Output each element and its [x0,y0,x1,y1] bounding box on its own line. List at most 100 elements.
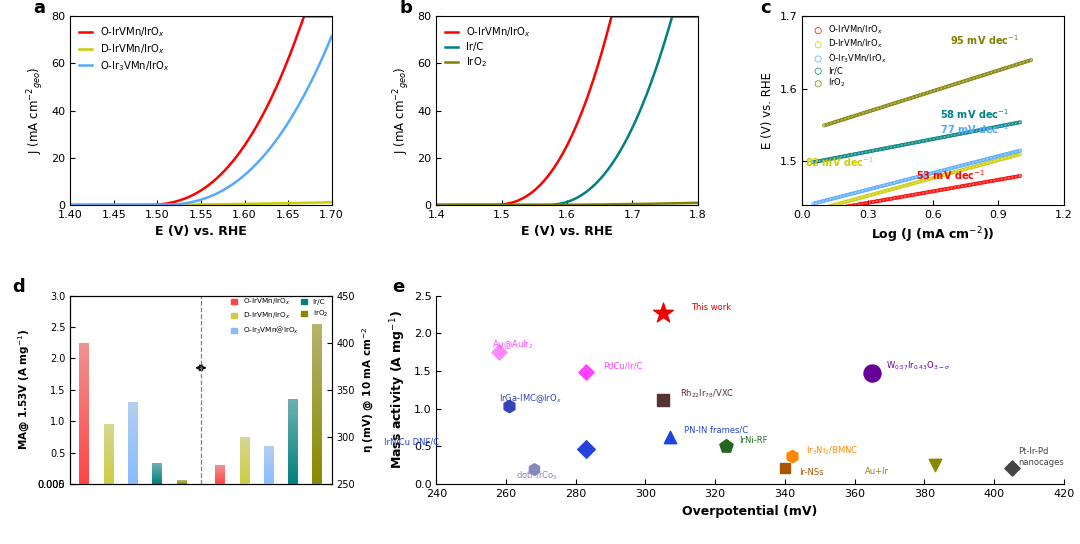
O-IrVMn/IrO$_x$ [920,188,937,196]
Bar [104,430,113,431]
IrO$_2$ [942,81,959,90]
O-IrVMn/IrO$_x$ [907,190,924,199]
O-IrVMn/IrO$_x$ [955,182,972,190]
IrO$_2$ [1001,62,1018,71]
Bar [312,362,323,364]
O-Ir$_3$VMn/IrO$_x$ [905,174,922,182]
Bar [129,410,138,411]
Text: c: c [760,0,771,16]
D-IrVMn/IrO$_x$ [975,160,993,169]
Bar [288,439,298,440]
D-IrVMn/IrO$_x$ [960,164,977,172]
IrO$_2$ [1008,60,1025,69]
D-IrVMn/IrO$_x$ [964,163,982,171]
D-IrVMn/IrO$_x$ [932,171,949,180]
D-IrVMn/IrO$_x$ [1003,152,1021,161]
O-Ir$_3$VMn/IrO$_x$ [1007,147,1024,156]
IrO$_2$ [840,113,858,122]
Ir/C [981,124,998,133]
IrO$_2$ [1020,57,1037,65]
O-IrVMn/IrO$_x$ [913,189,930,197]
O-IrVMn/IrO$_x$ [946,183,963,192]
O-Ir$_3$VMn/IrO$_x$ [1004,148,1022,157]
Bar [129,468,138,469]
O-Ir$_3$VMn/IrO$_x$ [966,158,983,166]
O-IrVMn/IrO$_x$ [872,196,889,205]
O-Ir$_3$VMn/IrO$_x$ [191,197,204,204]
IrO$_2$ [867,105,885,114]
Bar [104,450,113,451]
Ir/C [805,158,822,166]
D-IrVMn/IrO$_x$ [873,188,890,196]
IrO$_2$ [1017,58,1035,66]
Bar [312,447,323,449]
X-axis label: E (V) vs. RHE: E (V) vs. RHE [156,225,247,238]
Bar [312,327,323,329]
Bar [80,416,90,418]
IrO$_2$ [908,92,926,101]
Ir/C [889,141,906,150]
Bar [104,479,113,480]
Bar [312,412,323,413]
O-Ir$_3$VMn/IrO$_x$ [818,196,835,205]
Ir/C [896,140,914,149]
O-IrVMn/IrO$_x$ [937,184,955,193]
D-IrVMn/IrO$_x$ [930,172,947,181]
D-IrVMn/IrO$_x$ [973,160,990,169]
D-IrVMn/IrO$_x$ [963,163,981,172]
D-IrVMn/IrO$_x$ [967,162,984,171]
IrO$_2$ [943,81,960,89]
Bar [129,443,138,444]
Bar [312,364,323,366]
O-Ir$_3$VMn/IrO$_x$ [981,154,998,163]
Bar [104,447,113,448]
D-IrVMn/IrO$_x$ [820,202,837,211]
D-IrVMn/IrO$_x$ [941,169,958,178]
O-Ir$_3$VMn/IrO$_x$ [808,199,825,207]
O-IrVMn/IrO$_x$ [864,197,881,206]
O-IrVMn/IrO$_x$ [819,206,836,214]
D-IrVMn/IrO$_x$ [998,153,1015,162]
Bar [104,445,113,446]
Bar [312,478,323,479]
IrO$_2$ [684,200,697,206]
Bar [312,370,323,372]
Bar [312,357,323,359]
Bar [288,411,298,412]
Bar [104,442,113,443]
IrO$_2$ [970,72,987,81]
O-Ir$_3$VMn/IrO$_x$ [908,172,926,181]
O-IrVMn/IrO$_x$ [860,199,877,207]
Bar [312,444,323,446]
IrO$_2$ [907,92,924,101]
IrO$_2$ [854,109,872,118]
O-IrVMn/IrO$_x$ [820,206,837,214]
O-IrVMn/IrO$_x$ [430,202,443,208]
IrO$_2$ [859,108,876,116]
Bar [80,436,90,437]
Bar [288,413,298,415]
Ir/C [881,143,899,152]
D-IrVMn/IrO$_x$ [818,203,835,212]
O-IrVMn/IrO$_x$ [902,191,919,200]
D-IrVMn/IrO$_x$ [966,162,983,171]
D-IrVMn/IrO$_x$ [926,174,943,182]
D-IrVMn/IrO$_x$ [838,197,855,206]
Bar [288,456,298,457]
D-IrVMn/IrO$_x$ [834,199,851,207]
IrO$_2$ [1011,59,1028,68]
O-Ir$_3$VMn/IrO$_x$ [325,33,338,40]
O-IrVMn/IrO$_x$ [996,174,1013,183]
IrO$_2$ [1004,61,1022,70]
Line: O-IrVMn/IrO$_x$: O-IrVMn/IrO$_x$ [436,16,698,205]
IrO$_2$ [1003,62,1021,71]
IrO$_2$ [967,73,984,82]
Bar [288,400,298,401]
IrO$_2$ [935,83,953,92]
Text: a: a [33,0,45,16]
O-IrVMn/IrO$_x$ [893,193,910,201]
Bar [288,454,298,455]
Bar [80,398,90,399]
Bar [104,433,113,434]
O-Ir$_3$VMn/IrO$_x$ [932,166,949,175]
